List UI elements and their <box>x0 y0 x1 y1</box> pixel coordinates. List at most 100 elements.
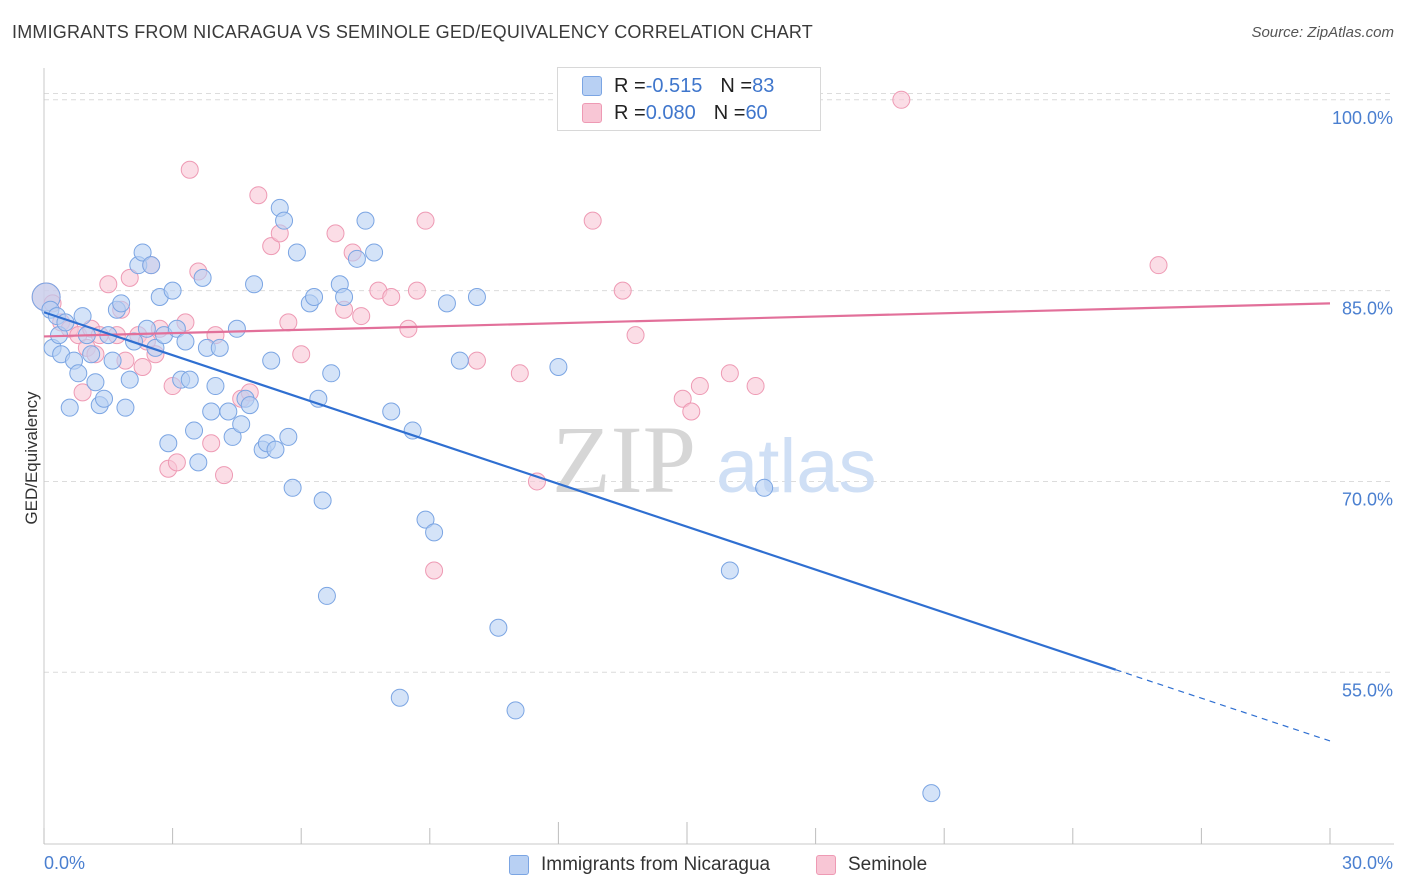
nicaragua-point <box>185 421 204 440</box>
nicaragua-point <box>227 319 246 338</box>
legend-item-seminole: Seminole <box>816 852 927 878</box>
n-value: 60 <box>745 101 768 124</box>
y-tick-label: 100.0% <box>1332 108 1393 128</box>
nicaragua-point <box>142 256 161 275</box>
y-tick-label: 70.0% <box>1342 489 1393 509</box>
nicaragua-point <box>365 243 384 262</box>
nicaragua-trend-line <box>43 311 1117 671</box>
r-label: R = <box>614 101 646 124</box>
nicaragua-point <box>489 618 508 637</box>
seminole-point <box>399 319 418 338</box>
nicaragua-point <box>467 287 486 306</box>
nicaragua-point <box>322 364 341 383</box>
seminole-point <box>746 377 765 396</box>
nicaragua-point <box>262 351 281 370</box>
nicaragua-point <box>450 351 469 370</box>
seminole-point <box>382 287 401 306</box>
nicaragua-point <box>305 287 324 306</box>
correlation-legend: R = -0.515 N = 83 R = 0.080 N = 60 <box>557 67 821 131</box>
seminole-point <box>673 389 692 408</box>
r-label: R = <box>614 74 646 97</box>
r-value: 0.080 <box>645 101 696 124</box>
nicaragua-point <box>287 243 306 262</box>
nicaragua-point <box>176 332 195 351</box>
seminole-point <box>167 453 186 472</box>
nicaragua-point <box>189 453 208 472</box>
nicaragua-point <box>922 784 941 803</box>
seminole-point <box>326 224 345 243</box>
seminole-point <box>416 211 435 230</box>
n-label: N = <box>720 74 753 97</box>
n-value: 83 <box>752 74 775 97</box>
nicaragua-point <box>347 249 366 268</box>
nicaragua-point <box>103 351 122 370</box>
nicaragua-point <box>245 275 264 294</box>
seminole-trend-line <box>43 302 1331 338</box>
nicaragua-point <box>279 427 298 446</box>
seminole-point <box>467 351 486 370</box>
nicaragua-point <box>82 345 101 364</box>
y-tick-label: 55.0% <box>1342 680 1393 700</box>
legend-row-nicaragua: R = -0.515 N = 83 <box>582 73 774 99</box>
nicaragua-point <box>335 287 354 306</box>
nicaragua-point <box>356 211 375 230</box>
source-credit: Source: ZipAtlas.com <box>1251 24 1394 41</box>
trend-lines <box>43 302 1331 742</box>
nicaragua-point <box>146 338 165 357</box>
x-tick-label: 30.0% <box>1342 853 1393 873</box>
blue-swatch <box>582 76 602 96</box>
nicaragua-point <box>163 281 182 300</box>
seminole-point <box>690 377 709 396</box>
y-tick-label: 85.0% <box>1342 299 1393 319</box>
seminole-point <box>682 402 701 421</box>
seminole-point <box>215 466 234 485</box>
watermark: ZIP atlas <box>552 406 877 513</box>
seminole-point <box>626 326 645 345</box>
seminole-point <box>180 160 199 179</box>
axes <box>43 68 1394 845</box>
seminole-point <box>279 313 298 332</box>
seminole-point <box>1149 256 1168 275</box>
nicaragua-point <box>180 370 199 389</box>
nicaragua-point <box>232 415 251 434</box>
watermark-atlas: atlas <box>716 424 877 509</box>
nicaragua-point <box>382 402 401 421</box>
nicaragua-point <box>266 440 285 459</box>
watermark-zip: ZIP <box>552 406 696 513</box>
nicaragua-point <box>116 398 135 417</box>
grid-lines <box>44 92 1394 673</box>
nicaragua-point <box>133 243 152 262</box>
nicaragua-point <box>60 398 79 417</box>
pink-swatch <box>582 103 602 123</box>
nicaragua-trend-extension <box>1115 669 1331 742</box>
legend-item-nicaragua: Immigrants from Nicaragua <box>509 852 770 878</box>
nicaragua-point <box>223 427 242 446</box>
nicaragua-point <box>193 268 212 287</box>
seminole-point <box>262 237 281 256</box>
y-axis-label: GED/Equivalency <box>22 391 41 525</box>
nicaragua-point <box>206 377 225 396</box>
r-value: -0.515 <box>645 74 703 97</box>
blue-swatch <box>509 855 529 875</box>
nicaragua-point <box>549 357 568 376</box>
seminole-point <box>292 345 311 364</box>
nicaragua-point <box>416 510 435 529</box>
nicaragua-point <box>210 338 229 357</box>
nicaragua-point <box>159 434 178 453</box>
seminole-point <box>407 281 426 300</box>
legend-row-seminole: R = 0.080 N = 60 <box>582 100 768 126</box>
nicaragua-point <box>506 701 525 720</box>
nicaragua-point <box>425 523 444 542</box>
legend-label-nicaragua: Immigrants from Nicaragua <box>541 854 771 875</box>
seminole-point <box>613 281 632 300</box>
nicaragua-point <box>755 478 774 497</box>
nicaragua-point <box>202 402 221 421</box>
seminole-point <box>249 186 268 205</box>
seminole-point <box>133 357 152 376</box>
nicaragua-point <box>317 586 336 605</box>
nicaragua-points <box>31 198 941 803</box>
pink-swatch <box>816 855 836 875</box>
nicaragua-point <box>390 688 409 707</box>
seminole-point <box>892 90 911 109</box>
